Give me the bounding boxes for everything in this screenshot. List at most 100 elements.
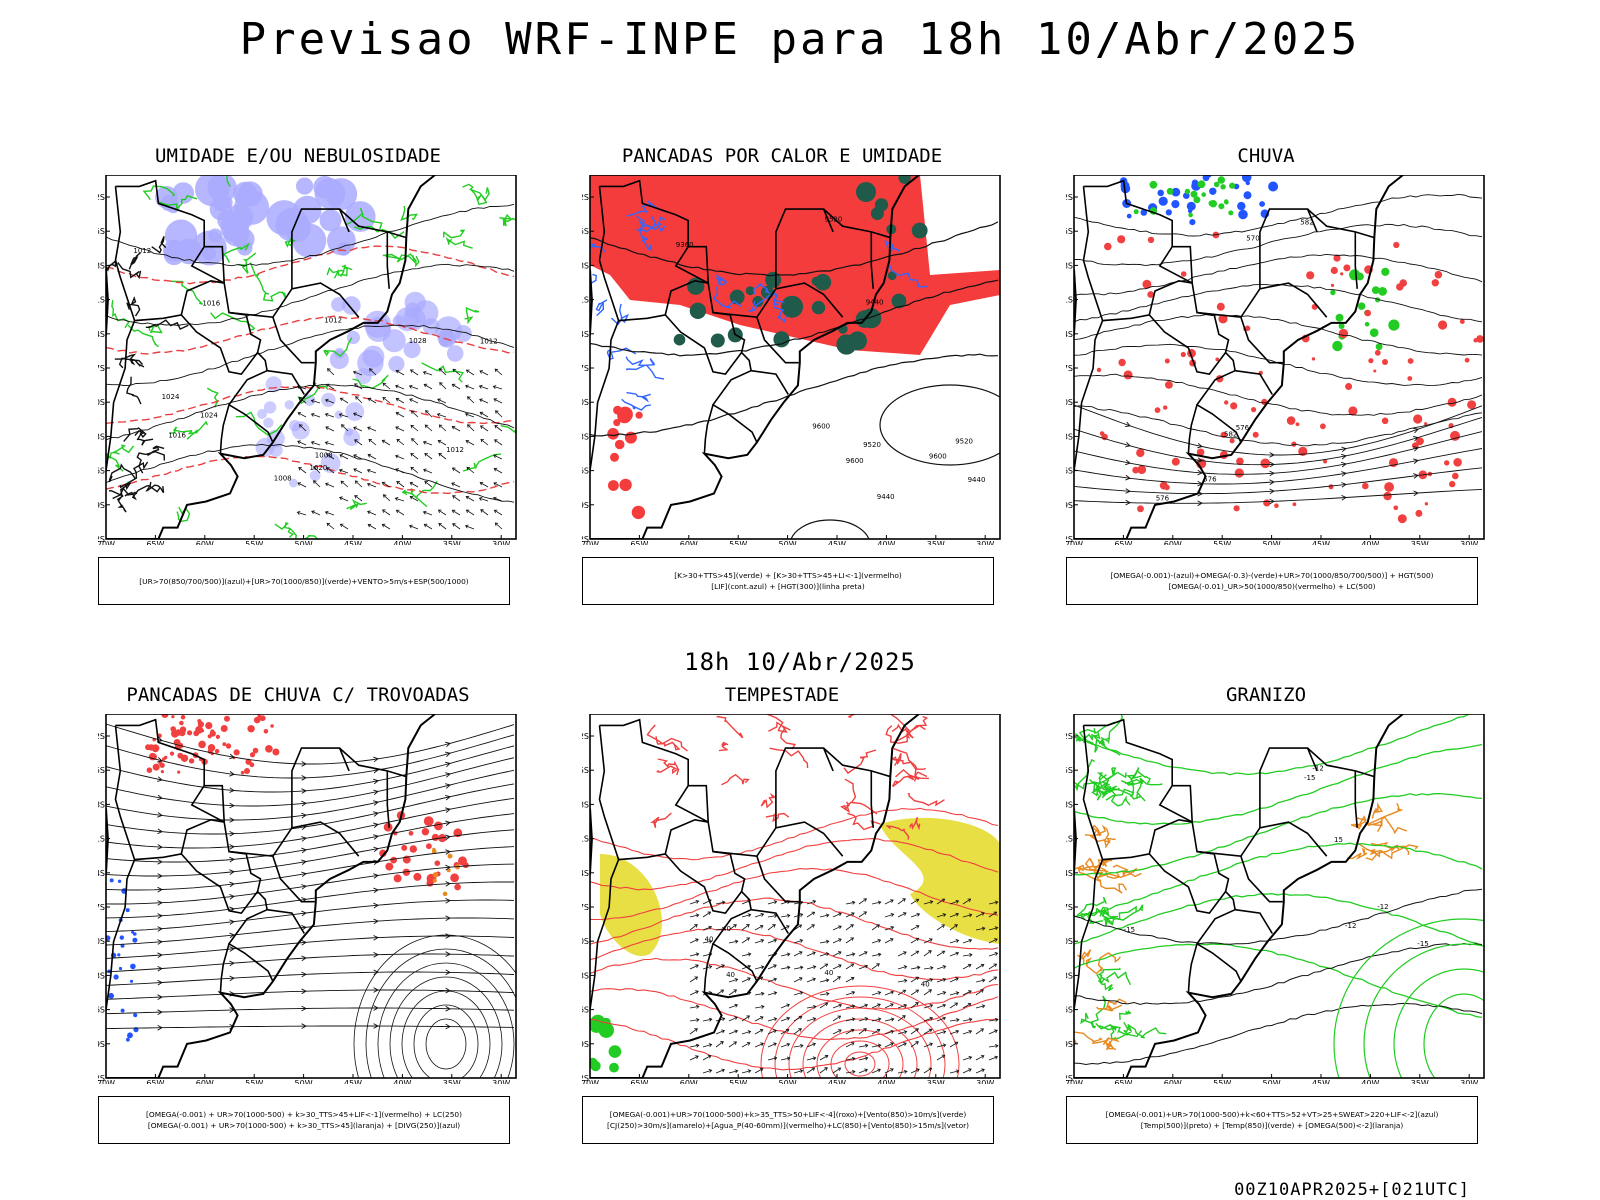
lat-label: 24S [98, 869, 105, 878]
wind-vector-head [812, 1017, 817, 1021]
field-patch [431, 833, 439, 841]
field-patch [331, 297, 346, 312]
wind-vector [845, 953, 855, 957]
streamline-arrow [445, 969, 451, 976]
wind-vector-head [967, 898, 972, 903]
lat-label: 21S [1066, 835, 1073, 844]
lat-label: 27S [98, 364, 105, 373]
streamline [401, 990, 491, 1078]
wind-vector [832, 938, 842, 944]
field-patch [1431, 279, 1439, 287]
wind-vector [754, 966, 764, 970]
field-patch [434, 821, 443, 831]
wind-vector [479, 399, 489, 404]
contour-label: 40 [726, 971, 735, 979]
wind-vector-head [695, 899, 700, 904]
field-patch [413, 872, 422, 881]
contour-line [768, 721, 797, 750]
wind-vector [962, 1030, 972, 1035]
contour-line [1074, 1002, 1483, 1066]
wind-vector-head [707, 1054, 712, 1059]
lat-label: 39S [1066, 501, 1073, 510]
wind-vector-head [851, 990, 856, 995]
field-patch [1171, 187, 1181, 197]
contour-line [636, 215, 666, 233]
lat-label: 12S [1066, 732, 1073, 741]
streamline-arrow [1125, 488, 1131, 494]
contour-line [893, 747, 927, 770]
field-patch [179, 720, 184, 726]
contour-line [127, 324, 160, 348]
contour-line [716, 715, 744, 739]
wind-vector [339, 454, 349, 460]
wind-vector-head [313, 466, 317, 470]
wind-vector-head [929, 938, 933, 942]
contour-label: 1008 [274, 475, 292, 483]
wind-vector [297, 412, 307, 418]
lat-label: 21S [582, 835, 589, 844]
wind-vector-head [773, 900, 778, 905]
field-patch [197, 719, 202, 724]
political-border [756, 855, 799, 903]
wind-vector [715, 1041, 724, 1048]
field-patch [408, 830, 414, 836]
contour-label: 40 [824, 969, 833, 977]
wind-vector-head [708, 939, 713, 944]
wind-vector [754, 1006, 764, 1009]
wind-vector [409, 385, 419, 390]
lat-label: 36S [582, 467, 589, 476]
field-patch [207, 744, 216, 752]
lon-label: 70W [1066, 1079, 1083, 1084]
wind-vector [962, 1056, 972, 1061]
streamline-arrow [301, 775, 307, 781]
lon-label: 60W [196, 1079, 214, 1084]
wind-vector-head [968, 938, 973, 943]
lon-label: 35W [927, 540, 945, 545]
lon-label: 70W [98, 1079, 115, 1084]
lat-label: 24S [582, 869, 589, 878]
streamline-arrow [301, 836, 307, 842]
field-patch [590, 1060, 601, 1072]
wind-vector [452, 426, 461, 432]
contour-line [1118, 1010, 1132, 1020]
wind-vector [897, 1042, 907, 1048]
wind-vector [689, 1006, 699, 1009]
wind-vector [923, 989, 932, 996]
wind-vector-head [812, 965, 817, 970]
contour-line [1092, 773, 1107, 792]
wind-vector-head [773, 1017, 778, 1022]
contour-line [1084, 834, 1111, 849]
field-patch [395, 307, 420, 332]
wind-vector-head [968, 1029, 973, 1034]
political-border [664, 314, 743, 375]
wind-vector-head [438, 424, 443, 429]
wind-vector [367, 511, 377, 516]
contour-line [1092, 734, 1110, 745]
wind-vector-head [326, 368, 331, 372]
wind-vector [793, 951, 803, 957]
wind-vector-head [915, 989, 920, 994]
wind-vector [962, 914, 972, 918]
wind-vector [949, 1019, 959, 1022]
lat-label: 42S [1066, 1074, 1073, 1083]
contour-label: 9440 [877, 493, 895, 501]
streamline-arrow [157, 828, 163, 835]
streamline [413, 1004, 479, 1078]
wind-vector [871, 953, 881, 957]
wind-vector-head [746, 1042, 751, 1046]
political-border [750, 908, 789, 934]
field-patch [217, 209, 239, 231]
wind-vector-head [968, 913, 973, 918]
lat-label: 30S [98, 398, 105, 407]
streamline-arrow [157, 812, 163, 818]
contour-line [1366, 802, 1404, 826]
wind-vector-head [424, 480, 428, 485]
streamline-arrow [444, 761, 451, 768]
wind-vector [495, 522, 503, 530]
wind-vector [936, 898, 945, 905]
lon-label: 30W [976, 540, 994, 545]
wind-vector-head [411, 438, 415, 442]
political-border [1083, 718, 1242, 982]
